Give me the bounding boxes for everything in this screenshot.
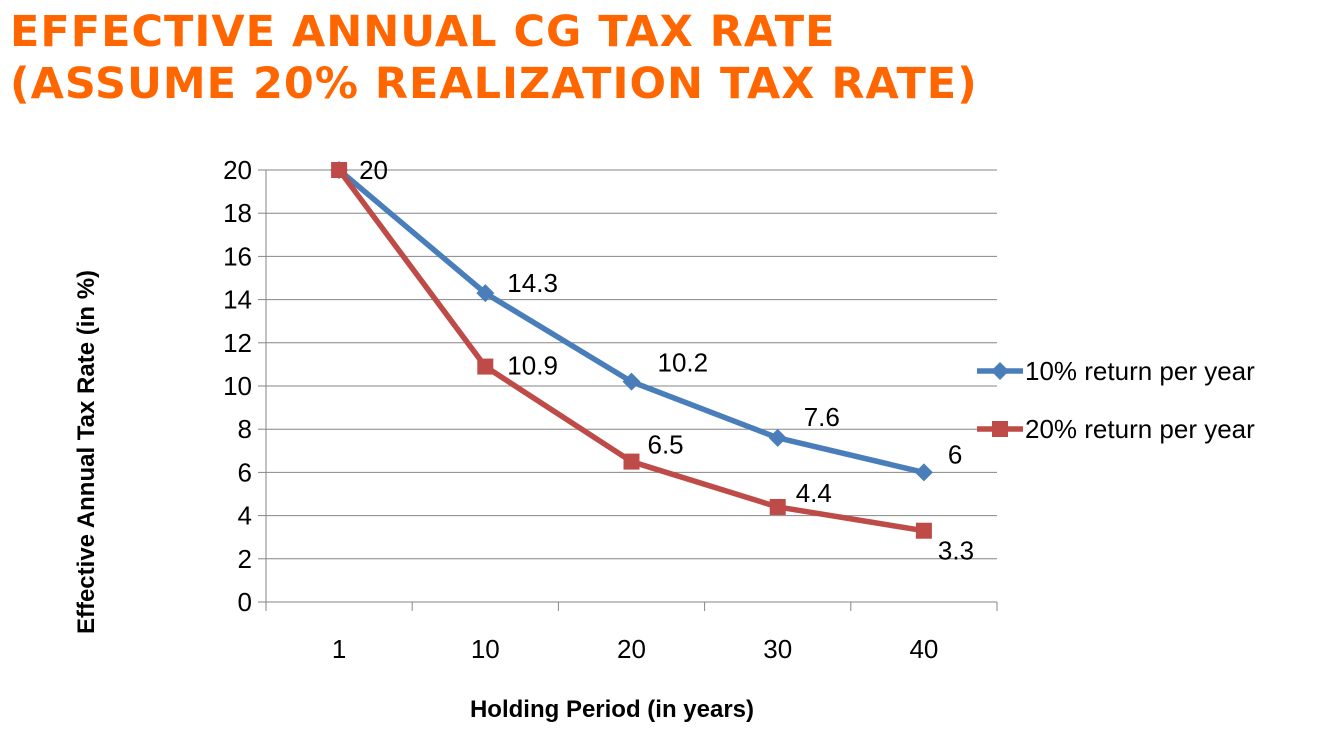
x-tick-label: 10: [471, 634, 500, 664]
y-tick-label: 12: [223, 328, 252, 358]
y-tick-label: 8: [238, 414, 252, 444]
y-tick-label: 2: [238, 544, 252, 574]
data-point-2: [331, 162, 348, 178]
legend: 10% return per year 20% return per year: [977, 356, 1255, 444]
data-label: 14.3: [507, 268, 558, 298]
title-line-1: EFFECTIVE ANNUAL CG TAX RATE: [10, 7, 836, 57]
data-point-1: [914, 463, 933, 482]
y-tick-label: 0: [238, 587, 252, 617]
legend-marker: [991, 362, 1009, 380]
x-tick-label: 30: [763, 634, 792, 664]
y-axis-label: Effective Annual Tax Rate (in %): [73, 270, 100, 634]
series-group: [330, 161, 933, 539]
data-point-2: [623, 453, 640, 470]
x-tick-label: 20: [617, 634, 646, 664]
legend-label: 10% return per year: [1025, 356, 1255, 386]
data-point-2: [477, 358, 494, 375]
legend-label: 20% return per year: [1025, 414, 1255, 444]
x-tick-labels: 1 10 20 30 40: [332, 634, 938, 664]
y-tick-labels: 0 2 4 6 8 10 12 14 16 18 20: [223, 155, 252, 617]
title-line-2: (ASSUME 20% REALIZATION TAX RATE): [10, 59, 978, 109]
data-label: 6.5: [648, 430, 684, 460]
data-point-1: [768, 428, 787, 447]
data-point-1: [476, 284, 495, 303]
data-label: 10.2: [658, 348, 709, 378]
y-tick-label: 4: [238, 501, 252, 531]
data-point-2: [769, 498, 786, 515]
data-label: 20: [359, 155, 388, 185]
axes: [258, 169, 998, 611]
data-label: 7.6: [804, 402, 840, 432]
data-label: 3.3: [938, 536, 974, 566]
legend-marker: [992, 421, 1008, 437]
y-tick-label: 14: [223, 285, 252, 315]
x-tick-label: 40: [909, 634, 938, 664]
y-tick-label: 20: [223, 155, 252, 185]
x-tick-label: 1: [332, 634, 346, 664]
data-point-1: [622, 372, 641, 391]
series-line-2: [336, 168, 925, 534]
x-axis-label: Holding Period (in years): [470, 696, 754, 723]
y-tick-label: 18: [223, 198, 252, 228]
data-label: 6: [948, 439, 962, 469]
slide-title: EFFECTIVE ANNUAL CG TAX RATE (ASSUME 20%…: [10, 6, 978, 110]
y-tick-label: 6: [238, 457, 252, 487]
data-label: 4.4: [796, 478, 832, 508]
data-labels-group: 20 14.3 10.2 7.6 6 10.9 6.5 4.4 3.3: [359, 155, 974, 566]
y-tick-label: 10: [223, 371, 252, 401]
y-tick-label: 16: [223, 241, 252, 271]
data-label: 10.9: [507, 351, 558, 381]
data-point-2: [915, 522, 932, 539]
gridlines: [266, 169, 997, 560]
